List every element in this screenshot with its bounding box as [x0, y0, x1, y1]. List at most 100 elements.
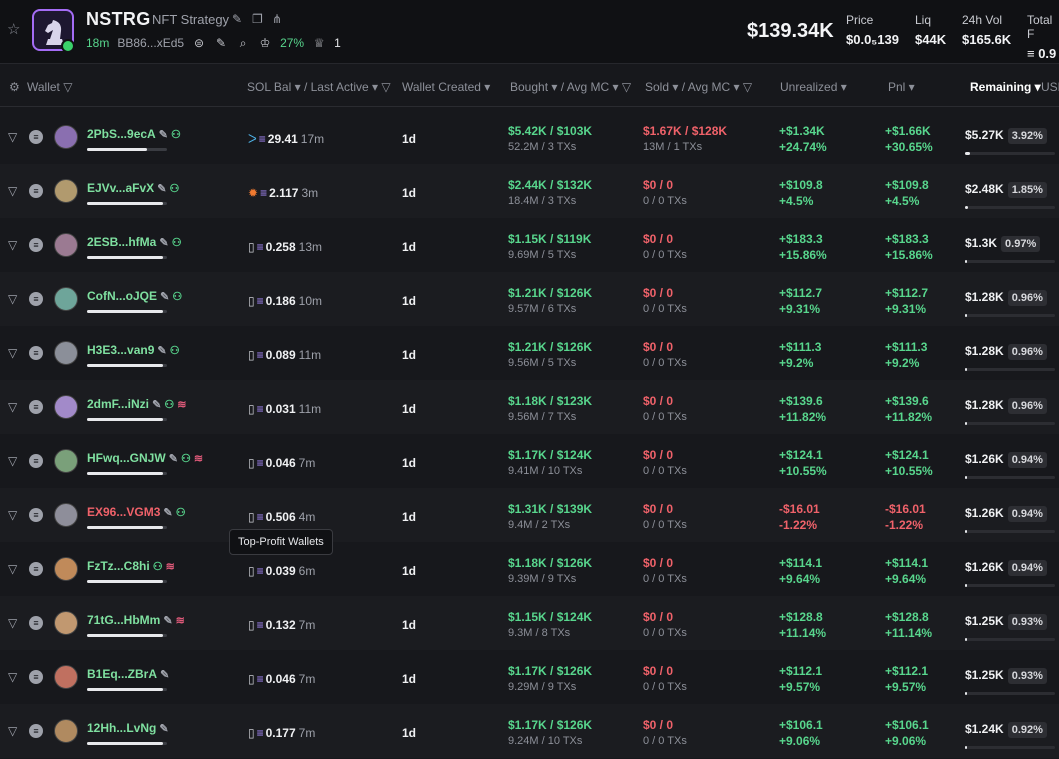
table-row[interactable]: ▽ ≡ EX96...VGM3 ✎ ⚇ ▯ ≡ 0.506 4m 1d $1.31K / $13… [0, 488, 1059, 542]
edit-icon[interactable]: ✎ [156, 237, 169, 249]
token-address[interactable]: BB86...xEd5 [117, 36, 185, 50]
col-wallet[interactable]: Wallet ▽ [27, 80, 73, 94]
col-unrealized[interactable]: Unrealized ▾ [780, 80, 847, 94]
wallet-source-icon: ▯ [248, 294, 255, 308]
copy-icon[interactable]: ❐ [252, 12, 263, 26]
star-icon[interactable]: ☆ [7, 21, 21, 38]
edit-icon[interactable]: ✎ [232, 12, 243, 26]
table-row[interactable]: ▽ ≡ HFwq...GNJW ✎ ⚇ ≋ ▯ ≡ 0.046 7m 1d $1.17K / $… [0, 434, 1059, 488]
sold-value: $0 / 0 [643, 448, 674, 462]
edit-icon[interactable]: ✎ [156, 723, 169, 735]
sold-sub: 0 / 0 TXs [643, 249, 687, 261]
details-icon[interactable]: ≡ [29, 400, 43, 414]
edit-icon[interactable]: ✎ [157, 291, 170, 303]
col-pnl[interactable]: Pnl ▾ [888, 80, 915, 94]
filter-icon[interactable]: ▽ [8, 454, 18, 468]
wallet-address[interactable]: 12Hh...LvNg ✎ [87, 721, 169, 735]
details-icon[interactable]: ≡ [29, 454, 43, 468]
edit-icon[interactable]: ✎ [157, 669, 170, 681]
stat-value: $0.0₅139 [846, 32, 899, 47]
filter-icon[interactable]: ▽ [8, 346, 18, 360]
table-row[interactable]: ▽ ≡ 71tG...HbMm ✎ ≋ ▯ ≡ 0.132 7m 1d $1.15K / $12… [0, 596, 1059, 650]
table-row[interactable]: ▽ ≡ EJVv...aFvX ✎ ⚇ ✹ ≡ 2.117 3m 1d $2.44K / $13… [0, 164, 1059, 218]
wallet-address[interactable]: B1Eq...ZBrA ✎ [87, 667, 170, 681]
settings-icon[interactable]: ⚙ [9, 80, 20, 94]
edit-icon[interactable]: ✎ [154, 183, 167, 195]
unrealized-value: +$114.1 [779, 556, 823, 570]
remaining-bar [965, 152, 1055, 155]
details-icon[interactable]: ≡ [29, 292, 43, 306]
col-bought[interactable]: Bought ▾ / Avg MC ▾ ▽ [510, 80, 632, 94]
col-sold[interactable]: Sold ▾ / Avg MC ▾ ▽ [645, 80, 753, 94]
details-icon[interactable]: ≡ [29, 616, 43, 630]
wallet-address[interactable]: EX96...VGM3 ✎ ⚇ [87, 505, 186, 519]
token-name: NFT Strategy [152, 12, 230, 27]
col-sol-bal[interactable]: SOL Bal ▾ / Last Active ▾ ▽ [247, 80, 391, 94]
table-row[interactable]: ▽ ≡ FzTz...C8hi ⚇ ≋ ▯ ≡ 0.039 6m 1d $1.18K / $12… [0, 542, 1059, 596]
list-icon[interactable]: ⊜ [194, 36, 205, 50]
filter-icon[interactable]: ▽ [8, 400, 18, 414]
unrealized-value: +$111.3 [779, 340, 822, 354]
token-subinfo: 18m BB86...xEd5 ⊜ ✎ ⌕ ♔ 27% ♕ 1 [86, 35, 341, 51]
wallet-address[interactable]: H3E3...van9 ✎ ⚇ [87, 343, 180, 357]
table-row[interactable]: ▽ ≡ 2ESB...hfMa ✎ ⚇ ▯ ≡ 0.258 13m 1d $1.15K / $1… [0, 218, 1059, 272]
filter-icon[interactable]: ▽ [8, 508, 18, 522]
table-row[interactable]: ▽ ≡ 12Hh...LvNg ✎ ▯ ≡ 0.177 7m 1d $1.17K / $126K… [0, 704, 1059, 758]
filter-icon[interactable]: ▽ [8, 238, 18, 252]
table-row[interactable]: ▽ ≡ B1Eq...ZBrA ✎ ▯ ≡ 0.046 7m 1d $1.17K / $126K… [0, 650, 1059, 704]
pnl-value: -$16.01 [885, 502, 926, 516]
wallet-address[interactable]: HFwq...GNJW ✎ ⚇ ≋ [87, 451, 204, 465]
remaining-percent-badge: 0.96% [1007, 290, 1047, 306]
bought-sub: 9.4M / 2 TXs [508, 519, 571, 531]
share-icon[interactable]: ⋔ [272, 12, 283, 26]
details-icon[interactable]: ≡ [29, 670, 43, 684]
edit-icon[interactable]: ✎ [160, 507, 173, 519]
edit-icon[interactable]: ✎ [165, 453, 178, 465]
wallet-address[interactable]: CofN...oJQE ✎ ⚇ [87, 289, 183, 303]
details-icon[interactable]: ≡ [29, 130, 43, 144]
filter-icon[interactable]: ▽ [8, 184, 18, 198]
sold-cell: $0 / 0 0 / 0 TXs [643, 610, 687, 639]
wallet-address[interactable]: 71tG...HbMm ✎ ≋ [87, 613, 185, 627]
search-icon[interactable]: ⌕ [239, 35, 247, 50]
filter-icon[interactable]: ▽ [8, 130, 18, 144]
details-icon[interactable]: ≡ [29, 184, 43, 198]
unrealized-percent: +10.55% [779, 464, 827, 478]
edit-icon[interactable]: ✎ [155, 129, 168, 141]
filter-icon[interactable]: ▽ [8, 562, 18, 576]
bought-value: $1.21K / $126K [508, 286, 593, 300]
edit-icon[interactable]: ✎ [154, 345, 167, 357]
bought-sub: 9.29M / 9 TXs [508, 681, 577, 693]
edit-icon[interactable]: ✎ [160, 615, 173, 627]
filter-icon[interactable]: ▽ [8, 616, 18, 630]
filter-icon[interactable]: ▽ [8, 724, 18, 738]
details-icon[interactable]: ≡ [29, 508, 43, 522]
wallet-progress-bar [87, 310, 167, 313]
remaining-bar [965, 206, 1055, 209]
filter-icon[interactable]: ▽ [8, 670, 18, 684]
table-row[interactable]: ▽ ≡ 2PbS...9ecA ✎ ⚇ ᐳ ≡ 29.41 17m 1d $5.42K / $1… [0, 110, 1059, 164]
chat-icon[interactable]: ✎ [216, 36, 227, 50]
edit-icon[interactable]: ✎ [149, 399, 162, 411]
details-icon[interactable]: ≡ [29, 346, 43, 360]
wallet-address[interactable]: 2PbS...9ecA ✎ ⚇ [87, 127, 181, 141]
wallet-address[interactable]: EJVv...aFvX ✎ ⚇ [87, 181, 180, 195]
unrealized-value: +$112.7 [779, 286, 823, 300]
filter-icon[interactable]: ▽ [8, 292, 18, 306]
details-icon[interactable]: ≡ [29, 238, 43, 252]
table-row[interactable]: ▽ ≡ H3E3...van9 ✎ ⚇ ▯ ≡ 0.089 11m 1d $1.21K / $1… [0, 326, 1059, 380]
sold-sub: 0 / 0 TXs [643, 573, 687, 585]
table-row[interactable]: ▽ ≡ 2dmF...iNzi ✎ ⚇ ≋ ▯ ≡ 0.031 11m 1d $1.18K / … [0, 380, 1059, 434]
wallet-address[interactable]: 2dmF...iNzi ✎ ⚇ ≋ [87, 397, 187, 411]
col-wallet-created[interactable]: Wallet Created ▾ [402, 80, 491, 94]
col-usd[interactable]: USD [1041, 80, 1059, 94]
wallet-address[interactable]: FzTz...C8hi ⚇ ≋ [87, 559, 175, 573]
sold-sub: 0 / 0 TXs [643, 411, 687, 423]
details-icon[interactable]: ≡ [29, 724, 43, 738]
details-icon[interactable]: ≡ [29, 562, 43, 576]
table-row[interactable]: ▽ ≡ CofN...oJQE ✎ ⚇ ▯ ≡ 0.186 10m 1d $1.21K / $1… [0, 272, 1059, 326]
wallet-address[interactable]: 2ESB...hfMa ✎ ⚇ [87, 235, 182, 249]
unrealized-cell: +$106.1 +9.06% [779, 718, 823, 748]
col-remaining[interactable]: Remaining ▾ [970, 80, 1041, 94]
sold-cell: $1.67K / $128K 13M / 1 TXs [643, 124, 727, 153]
